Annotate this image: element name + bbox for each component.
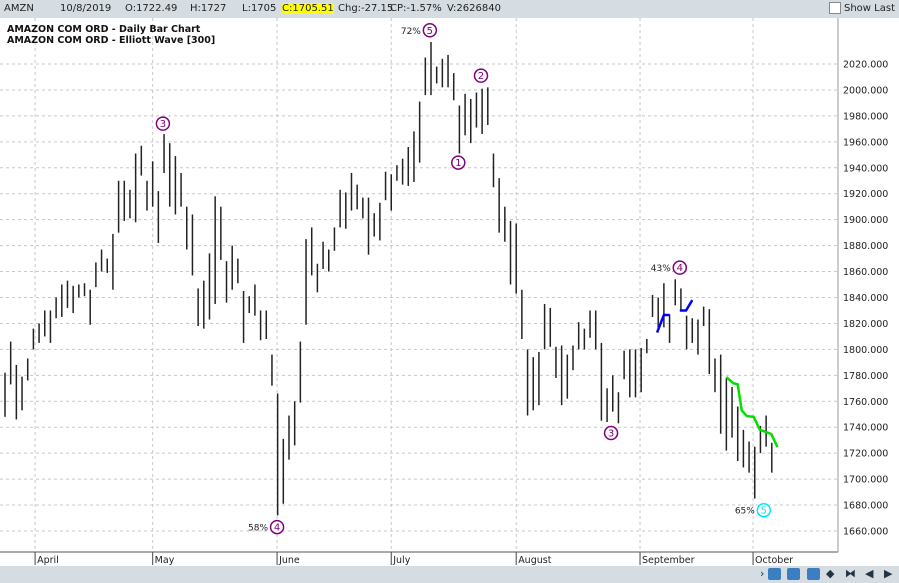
wave-label-circle (269, 519, 285, 535)
wave-label-circle (155, 116, 171, 131)
wave-label: 2 (478, 71, 484, 82)
quote-close: C:1705.51 (282, 3, 334, 14)
y-tick-label: 2000.000 (843, 85, 888, 96)
y-tick-label: 1860.000 (843, 267, 888, 278)
y-tick-label: 1980.000 (843, 111, 888, 122)
wave-retracement-pct: 58% (248, 524, 268, 534)
y-tick-label: 1820.000 (843, 319, 888, 330)
wave-label: 1 (455, 158, 461, 169)
month-label: August (518, 555, 552, 566)
wave-retracement-pct: 43% (651, 264, 671, 274)
wave-label-circle (672, 260, 688, 275)
month-label: October (755, 555, 793, 566)
y-tick-label: 1940.000 (843, 163, 888, 174)
y-tick-label: 1900.000 (843, 215, 888, 226)
month-label: July (392, 555, 410, 566)
y-tick-label: 1760.000 (843, 397, 888, 408)
wave-label-circle (603, 425, 619, 441)
month-label: April (37, 555, 59, 566)
scroll-right-arrow[interactable]: › (760, 567, 765, 580)
y-tick-label: 1920.000 (843, 189, 888, 200)
show-last-label: Show Last (844, 2, 895, 14)
y-tick-label: 1840.000 (843, 293, 888, 304)
y-tick-label: 2020.000 (843, 60, 888, 71)
chart-title: AMAZON COM ORD - Daily Bar Chart (7, 24, 201, 35)
quote-volume: V:2626840 (447, 3, 501, 14)
wave-label: 3 (160, 119, 166, 130)
month-label: September (642, 555, 695, 566)
wave-label-circle (451, 155, 466, 170)
quote-bar: AMZN 10/8/2019 O:1722.49 H:1727 L:1705 C… (0, 0, 899, 17)
y-tick-label: 1720.000 (843, 449, 888, 460)
month-label: June (278, 555, 300, 566)
checkbox-icon[interactable] (829, 2, 841, 14)
y-tick-label: 1880.000 (843, 241, 888, 252)
wave-label: 5 (761, 506, 767, 517)
refresh-icon[interactable] (787, 568, 800, 580)
wave-label: 3 (608, 429, 614, 440)
bottom-toolbar: › ◆ ⧓ ◀ ▶ (0, 566, 899, 583)
wave-label-circle (756, 502, 772, 518)
y-tick-label: 1960.000 (843, 137, 888, 148)
y-tick-label: 1700.000 (843, 475, 888, 486)
indicator-title: AMAZON COM ORD - Elliott Wave [300] (7, 35, 216, 46)
wave-label-circle (473, 68, 489, 83)
y-tick-label: 1660.000 (843, 526, 888, 537)
wave-label: 4 (274, 523, 280, 534)
quote-change-pct: CP:-1.57% (390, 3, 442, 14)
scroll-left-icon[interactable]: ◀ (865, 567, 874, 580)
y-tick-label: 1680.000 (843, 501, 888, 512)
quote-date: 10/8/2019 (60, 3, 112, 14)
y-tick-label: 1740.000 (843, 423, 888, 434)
show-last-checkbox[interactable]: Show Last (829, 2, 895, 14)
chart-area[interactable] (0, 18, 899, 566)
wave-label: 4 (677, 263, 683, 274)
cursor-tool-icon[interactable] (807, 568, 820, 580)
y-tick-label: 1780.000 (843, 371, 888, 382)
wave-projection-line (679, 299, 694, 312)
scroll-right-icon[interactable]: ▶ (884, 567, 893, 580)
quote-change: Chg:-27.15 (338, 3, 394, 14)
month-label: May (155, 555, 175, 566)
wave-label-circle (422, 23, 438, 38)
symbol: AMZN (4, 3, 34, 14)
wave-projection-line (655, 313, 670, 333)
quote-low: L:1705 (242, 3, 277, 14)
expand-icon[interactable]: ◆ (826, 567, 835, 580)
zoom-tool-icon[interactable] (768, 568, 781, 580)
y-tick-label: 1800.000 (843, 345, 888, 356)
quote-open: O:1722.49 (125, 3, 178, 14)
wave-label: 5 (427, 26, 433, 37)
wave-retracement-pct: 65% (735, 507, 755, 517)
wave-projection-line (725, 376, 779, 448)
wave-retracement-pct: 72% (401, 27, 421, 37)
fit-icon[interactable]: ⧓ (845, 567, 856, 580)
quote-high: H:1727 (190, 3, 227, 14)
chart-titles: AMAZON COM ORD - Daily Bar Chart AMAZON … (7, 24, 215, 46)
